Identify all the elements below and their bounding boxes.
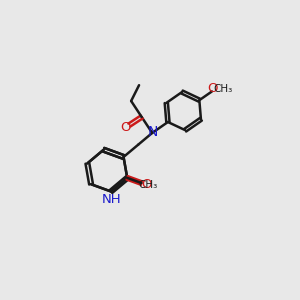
Text: CH₃: CH₃: [213, 84, 232, 94]
Text: N: N: [147, 125, 158, 139]
Text: O: O: [141, 178, 151, 191]
Text: NH: NH: [102, 193, 122, 206]
Text: O: O: [207, 82, 217, 95]
Text: CH₃: CH₃: [139, 180, 158, 190]
Text: O: O: [120, 121, 131, 134]
